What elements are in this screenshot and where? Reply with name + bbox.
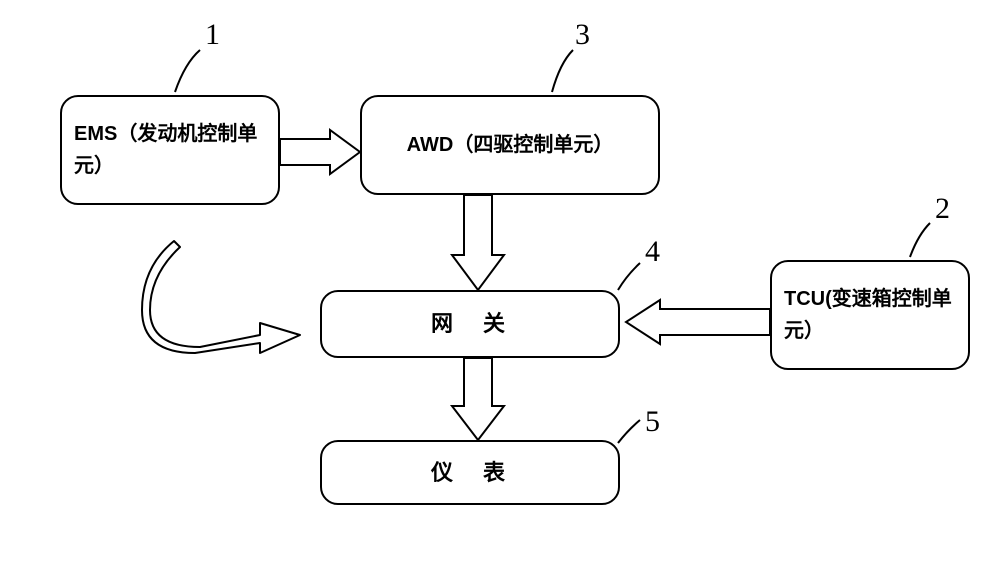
edge-gateway-meter (452, 358, 504, 440)
callout-gateway: 4 (645, 235, 660, 269)
diagram-canvas: EMS（发动机控制单元） 1 AWD（四驱控制单元） 3 TCU(变速箱控制单元… (0, 0, 1000, 562)
node-meter-label: 仪 表 (322, 455, 618, 490)
node-gateway: 网 关 (320, 290, 620, 358)
node-awd: AWD（四驱控制单元） (360, 95, 660, 195)
node-ems-label: EMS（发动机控制单元） (62, 118, 278, 182)
node-meter: 仪 表 (320, 440, 620, 505)
edge-awd-gateway (452, 195, 504, 290)
callout-tcu: 2 (935, 192, 950, 226)
edge-ems-awd (280, 130, 360, 174)
callout-ems: 1 (205, 18, 220, 52)
callout-meter: 5 (645, 405, 660, 439)
node-gateway-label: 网 关 (322, 306, 618, 341)
node-awd-label: AWD（四驱控制单元） (362, 129, 658, 161)
node-tcu: TCU(变速箱控制单元） (770, 260, 970, 370)
node-ems: EMS（发动机控制单元） (60, 95, 280, 205)
node-tcu-label: TCU(变速箱控制单元） (772, 283, 968, 347)
edge-tcu-gateway (626, 300, 770, 344)
edge-ems-gateway (140, 235, 330, 365)
callout-awd: 3 (575, 18, 590, 52)
